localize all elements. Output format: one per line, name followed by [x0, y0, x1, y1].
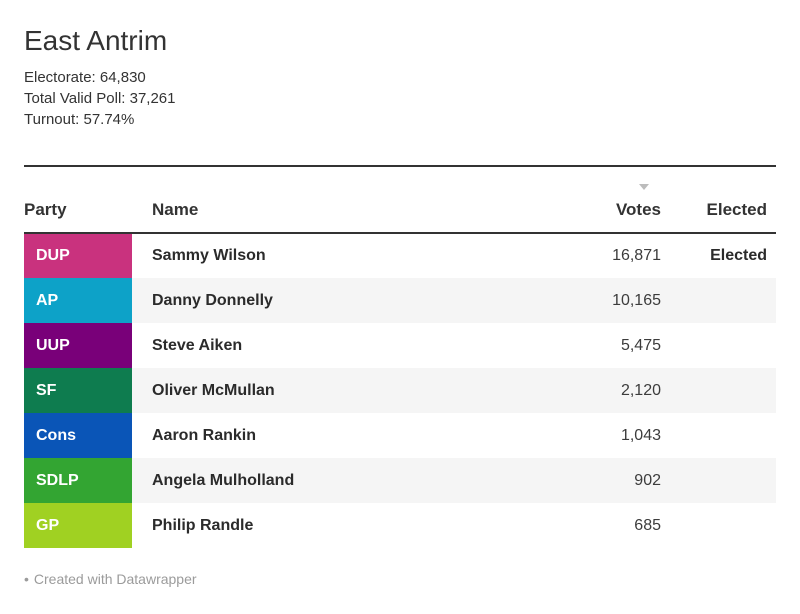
table-row: DUP Sammy Wilson 16,871 Elected: [24, 233, 776, 278]
elected-status-cell: [661, 368, 776, 413]
candidate-name-cell: Sammy Wilson: [152, 247, 266, 264]
footer-bullet: •: [24, 571, 29, 587]
column-header-name[interactable]: Name: [132, 167, 541, 234]
party-badge-cell: Cons: [24, 413, 132, 458]
column-header-votes-label: Votes: [615, 200, 661, 219]
party-badge-cell: SF: [24, 368, 132, 413]
elected-status-cell: [661, 323, 776, 368]
candidate-name-cell: Danny Donnelly: [132, 278, 541, 323]
table-row: AP Danny Donnelly 10,165: [24, 278, 776, 323]
votes-cell: 1,043: [620, 426, 661, 444]
chart-description: Electorate: 64,830 Total Valid Poll: 37,…: [24, 67, 776, 130]
table-body: DUP Sammy Wilson 16,871 Elected AP Danny…: [24, 233, 776, 548]
description-line-total-valid-poll: Total Valid Poll: 37,261: [24, 90, 176, 107]
votes-cell: 685: [634, 516, 661, 534]
party-badge-cell: DUP: [24, 233, 132, 278]
candidate-name-cell: Aaron Rankin: [152, 426, 257, 444]
party-badge-cell: GP: [24, 503, 132, 548]
candidate-name-cell: Philip Randle: [152, 516, 254, 534]
description-line-electorate: Electorate: 64,830: [24, 69, 146, 86]
table-header-row: Party Name Votes Elected: [24, 167, 776, 234]
votes-cell: 10,165: [541, 278, 661, 323]
sort-descending-triangle-icon: [639, 184, 649, 190]
elected-status-cell: Elected: [710, 247, 767, 264]
candidate-name-cell: Oliver McMullan: [132, 368, 541, 413]
elected-status-cell: [661, 278, 776, 323]
chart-title: East Antrim: [24, 25, 168, 56]
votes-cell: 16,871: [612, 247, 661, 264]
chart-footer: • Created with Datawrapper: [24, 571, 776, 587]
election-results-table-page: East Antrim Electorate: 64,830 Total Val…: [24, 25, 776, 587]
table-row: SDLP Angela Mulholland 902: [24, 458, 776, 503]
column-header-votes[interactable]: Votes: [541, 167, 661, 234]
elected-status-cell: [661, 458, 776, 503]
column-header-elected[interactable]: Elected: [661, 167, 776, 234]
candidate-name-cell: Steve Aiken: [152, 336, 243, 354]
party-badge-cell: SDLP: [24, 458, 132, 503]
table-row: GP Philip Randle 685: [24, 503, 776, 548]
results-table: Party Name Votes Elected DUP Sammy Wilso…: [24, 167, 776, 548]
votes-cell: 5,475: [620, 336, 661, 354]
votes-cell: 2,120: [541, 368, 661, 413]
table-row: SF Oliver McMullan 2,120: [24, 368, 776, 413]
description-line-turnout: Turnout: 57.74%: [24, 111, 135, 128]
elected-status-cell: [661, 503, 776, 548]
datawrapper-attribution-link[interactable]: Created with Datawrapper: [33, 571, 197, 587]
table-row: Cons Aaron Rankin 1,043: [24, 413, 776, 458]
header-divider: [24, 165, 776, 167]
elected-status-cell: [661, 413, 776, 458]
party-badge-cell: UUP: [24, 323, 132, 368]
table-row: UUP Steve Aiken 5,475: [24, 323, 776, 368]
party-badge-cell: AP: [24, 278, 132, 323]
column-header-party[interactable]: Party: [24, 167, 132, 234]
votes-cell: 902: [541, 458, 661, 503]
candidate-name-cell: Angela Mulholland: [132, 458, 541, 503]
